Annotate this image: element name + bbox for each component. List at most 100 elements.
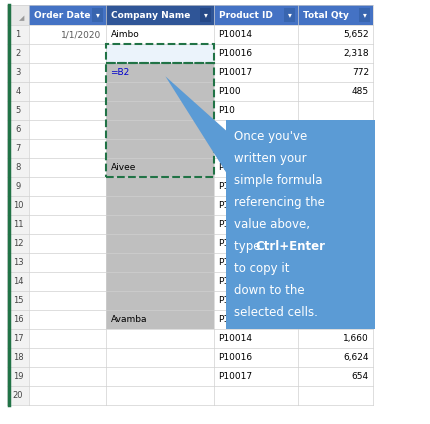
Bar [106, 348, 214, 367]
Text: P100: P100 [218, 258, 241, 267]
Bar [7, 272, 29, 291]
Bar [7, 215, 29, 234]
Text: 1/1/2020: 1/1/2020 [61, 30, 101, 39]
Bar [214, 348, 298, 367]
Bar [29, 291, 106, 310]
Text: P100: P100 [218, 87, 241, 96]
Bar [298, 234, 373, 253]
Text: P10: P10 [218, 163, 235, 172]
Bar [298, 120, 373, 139]
Text: value above,: value above, [234, 218, 310, 231]
Bar [214, 101, 298, 120]
Text: Product ID: Product ID [219, 11, 273, 20]
Bar [298, 272, 373, 291]
Bar [29, 348, 106, 367]
Text: 1,660: 1,660 [343, 334, 369, 343]
Text: =B2: =B2 [110, 68, 129, 77]
Bar [214, 82, 298, 101]
Text: 1: 1 [15, 30, 21, 39]
Text: Total Qty: Total Qty [303, 11, 349, 20]
Text: 18: 18 [13, 353, 23, 362]
Text: selected cells.: selected cells. [234, 306, 318, 318]
Bar [29, 25, 106, 44]
Bar [106, 177, 214, 196]
Text: 8: 8 [15, 163, 21, 172]
Text: 2,318: 2,318 [344, 49, 369, 58]
Text: ▾: ▾ [288, 11, 292, 20]
Bar [106, 196, 214, 215]
Text: written your: written your [234, 152, 307, 165]
Bar [29, 177, 106, 196]
Text: P10021: P10021 [218, 296, 252, 305]
Bar [7, 367, 29, 386]
Text: ▾: ▾ [203, 11, 207, 20]
Text: Avamba: Avamba [111, 315, 147, 324]
Bar [106, 63, 214, 82]
Text: simple formula: simple formula [234, 174, 322, 187]
Bar [7, 348, 29, 367]
Text: 2: 2 [15, 49, 21, 58]
Bar [29, 139, 106, 158]
Bar [29, 158, 106, 177]
Bar [214, 120, 298, 139]
Bar [29, 63, 106, 82]
Text: Once you've: Once you've [234, 131, 307, 143]
Bar [214, 5, 298, 25]
Bar [106, 329, 214, 348]
Text: down to the: down to the [234, 284, 304, 297]
Bar [214, 158, 298, 177]
Bar [29, 82, 106, 101]
Polygon shape [166, 76, 226, 172]
Bar [106, 386, 214, 405]
Text: 6,017: 6,017 [343, 296, 369, 305]
Bar [7, 253, 29, 272]
Bar [298, 177, 373, 196]
Bar [298, 196, 373, 215]
Bar [29, 310, 106, 329]
Text: P10013: P10013 [218, 315, 252, 324]
Bar [7, 139, 29, 158]
Bar [298, 253, 373, 272]
Bar [106, 272, 214, 291]
Bar [7, 44, 29, 63]
Bar [298, 63, 373, 82]
Text: 14: 14 [13, 277, 23, 286]
Bar [359, 8, 370, 22]
Text: ▾: ▾ [95, 11, 99, 20]
Bar [214, 329, 298, 348]
Bar [214, 63, 298, 82]
Text: Order Date: Order Date [34, 11, 90, 20]
Bar [226, 120, 375, 329]
Text: 485: 485 [352, 87, 369, 96]
Text: referencing the: referencing the [234, 196, 325, 209]
Text: P10016: P10016 [218, 353, 252, 362]
Bar [29, 272, 106, 291]
Text: 10: 10 [13, 201, 23, 210]
Bar [284, 8, 295, 22]
Bar [214, 25, 298, 44]
Bar [92, 8, 103, 22]
Text: 12: 12 [13, 239, 23, 248]
Bar [298, 215, 373, 234]
Bar [7, 329, 29, 348]
Bar [7, 310, 29, 329]
Bar [106, 5, 214, 25]
Bar [106, 63, 214, 177]
Text: 6,624: 6,624 [344, 353, 369, 362]
Bar [29, 196, 106, 215]
Text: 13: 13 [13, 258, 23, 267]
Bar [106, 44, 214, 63]
Bar [7, 82, 29, 101]
Bar [7, 101, 29, 120]
Text: 17: 17 [13, 334, 23, 343]
Bar [106, 139, 214, 158]
Bar [106, 253, 214, 272]
Bar [7, 63, 29, 82]
Bar [298, 101, 373, 120]
Bar [7, 177, 29, 196]
Bar [7, 386, 29, 405]
Bar [298, 25, 373, 44]
Bar [214, 44, 298, 63]
Bar [106, 101, 214, 120]
Text: to copy it: to copy it [234, 262, 289, 275]
